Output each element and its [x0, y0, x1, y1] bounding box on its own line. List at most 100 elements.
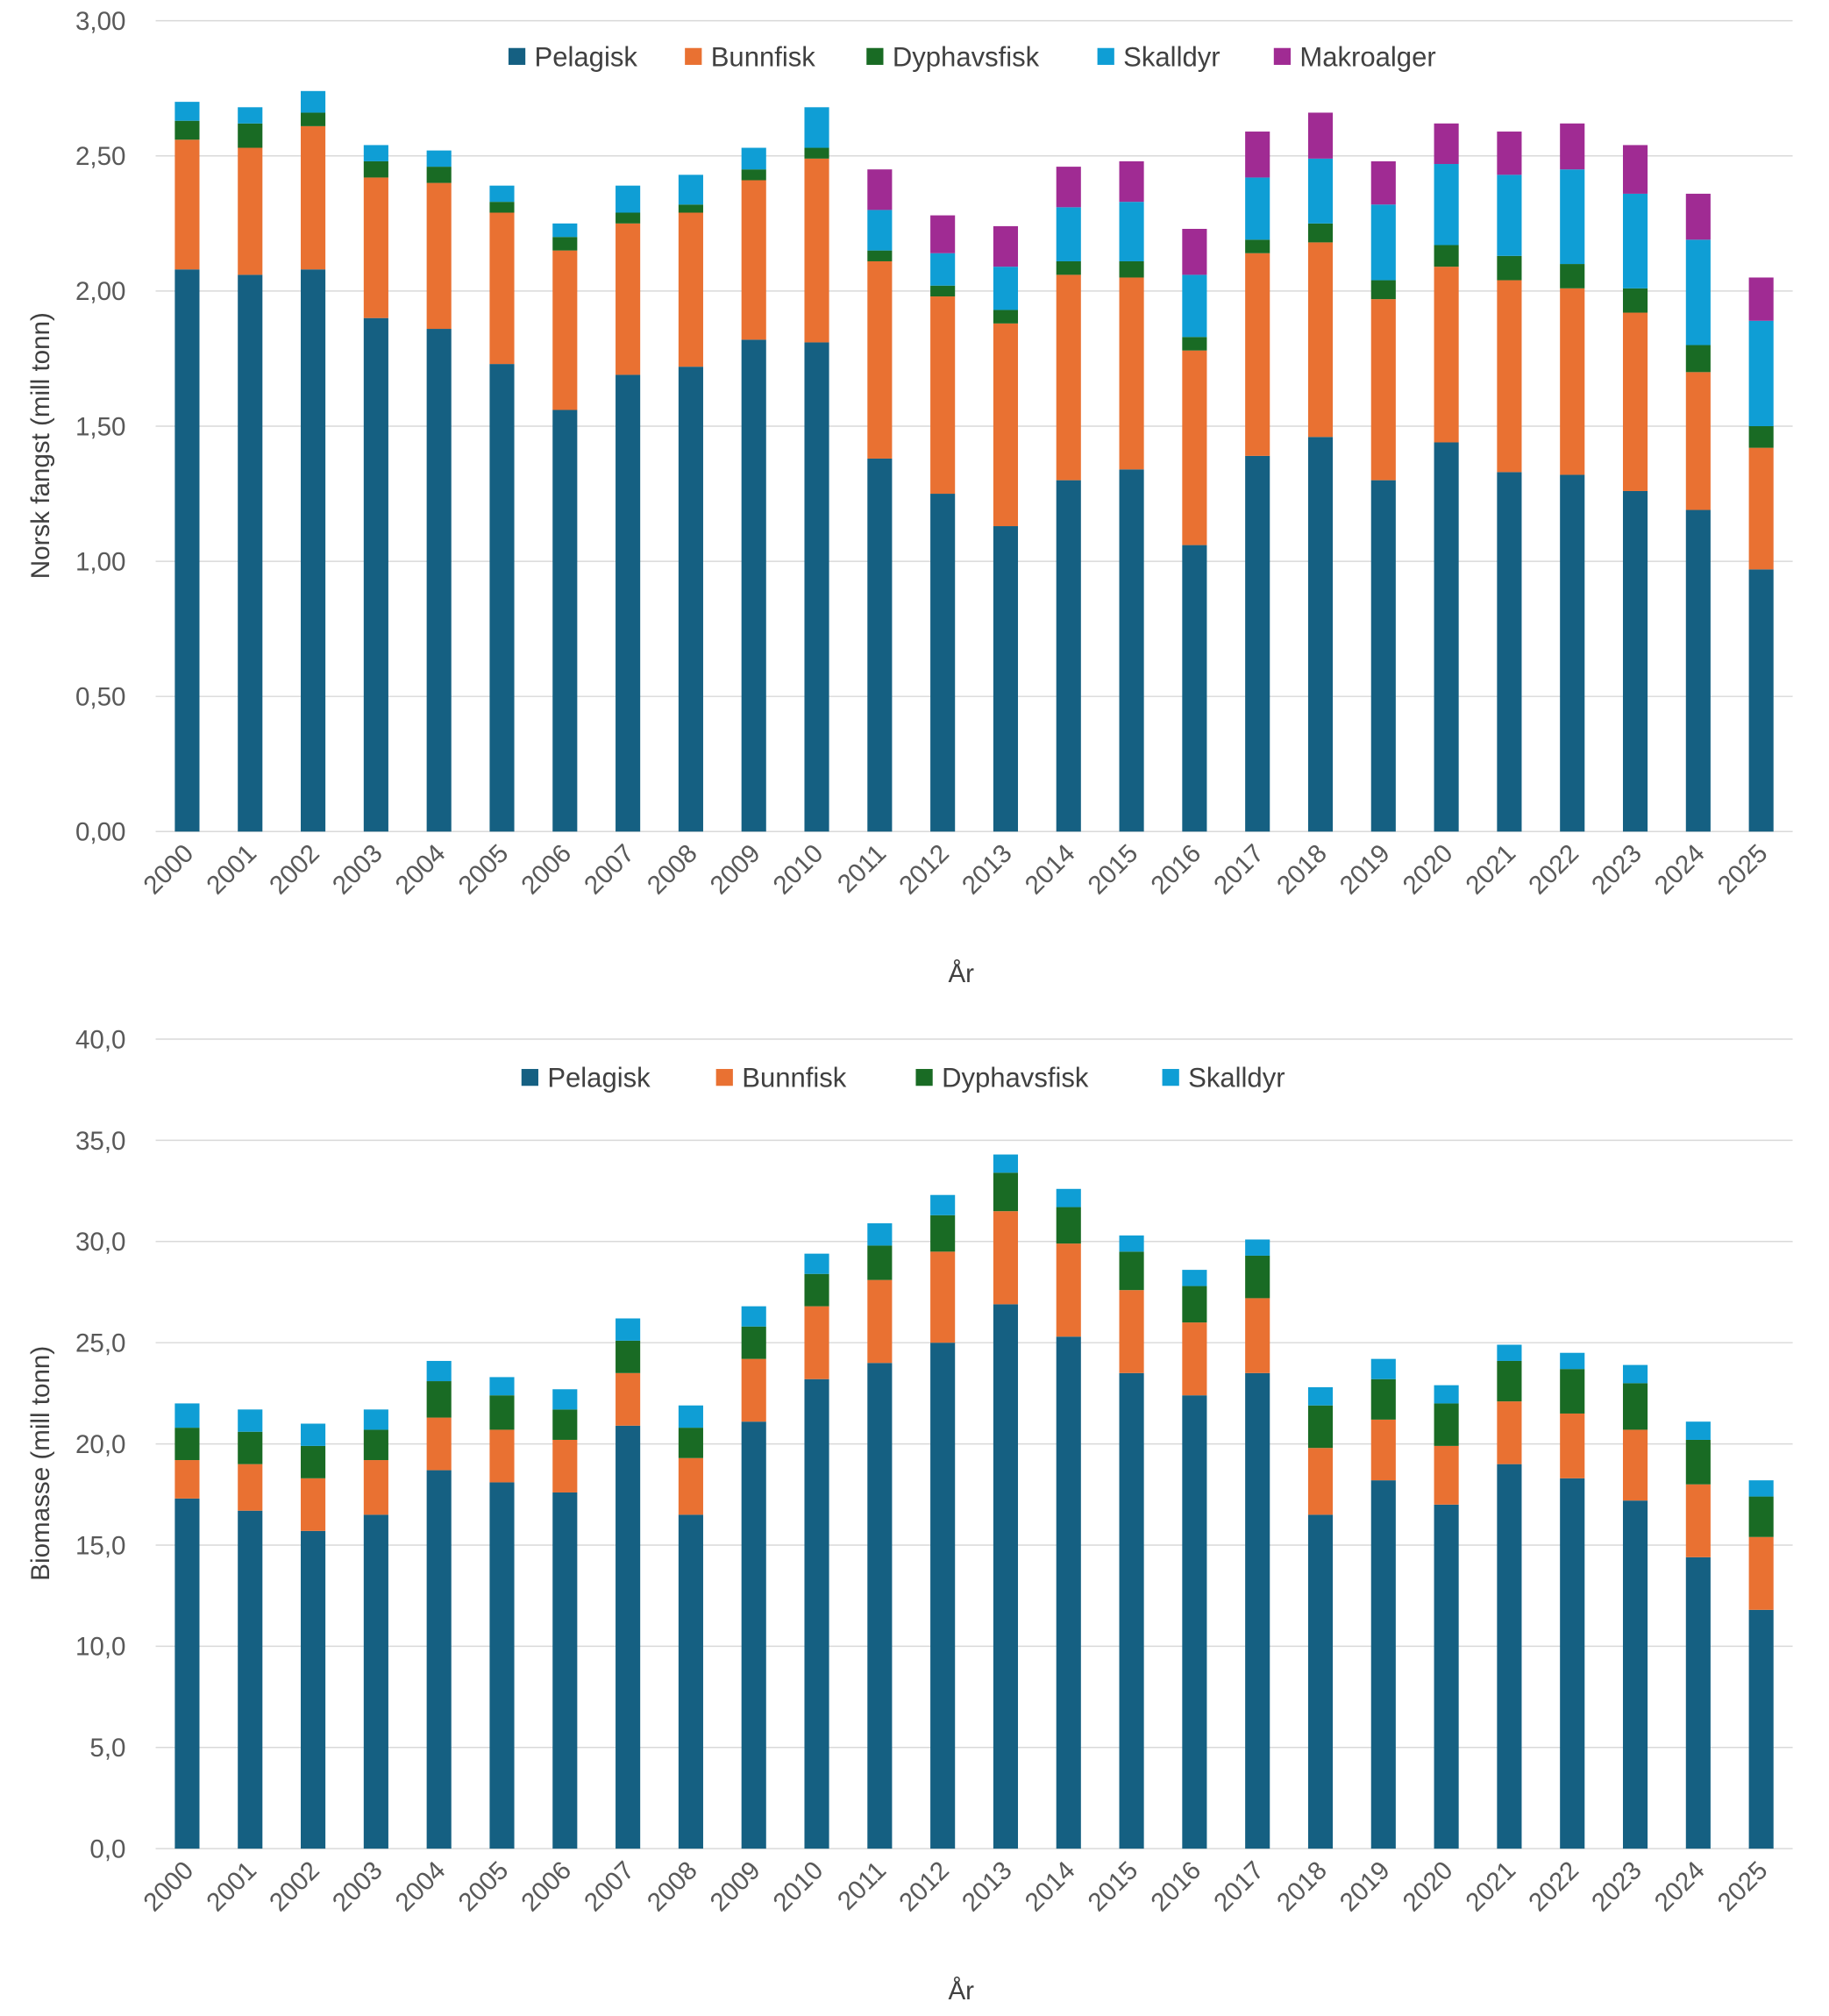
- bar-skalldyr-2015: [1119, 202, 1144, 261]
- bar-makroalger-2011: [867, 169, 893, 210]
- bar-pelagisk-2021: [1497, 472, 1522, 832]
- bar-makroalger-2012: [930, 215, 956, 253]
- bar-makroalger-2020: [1434, 123, 1459, 165]
- bar-dyphavsfisk-2014: [1056, 1207, 1081, 1244]
- x-tick-label: 2003: [327, 1856, 388, 1917]
- x-tick-label: 2020: [1398, 1856, 1459, 1917]
- bar-dyphavsfisk-2008: [678, 204, 703, 213]
- bar-skalldyr-2011: [867, 210, 893, 251]
- legend-label: Bunnfisk: [711, 41, 816, 72]
- x-tick-label: 2015: [1083, 839, 1144, 901]
- y-tick-label: 20,0: [75, 1430, 126, 1459]
- legend-label: Skalldyr: [1188, 1063, 1285, 1093]
- bar-dyphavsfisk-2016: [1182, 1286, 1207, 1323]
- bar-dyphavsfisk-2007: [616, 1340, 641, 1373]
- bar-pelagisk-2004: [426, 1470, 452, 1849]
- bar-bunnfisk-2003: [363, 177, 388, 318]
- bar-dyphavsfisk-2013: [993, 310, 1019, 324]
- bar-bunnfisk-2014: [1056, 1243, 1081, 1337]
- bar-pelagisk-2024: [1685, 1557, 1711, 1849]
- bar-bunnfisk-2022: [1560, 288, 1585, 475]
- bar-dyphavsfisk-2015: [1119, 1251, 1144, 1291]
- bar-pelagisk-2019: [1370, 480, 1396, 832]
- bar-bunnfisk-2010: [804, 1306, 829, 1379]
- x-tick-label: 2025: [1712, 1856, 1774, 1917]
- bar-bunnfisk-2020: [1434, 1445, 1459, 1505]
- bar-pelagisk-2011: [867, 458, 893, 832]
- bar-bunnfisk-2018: [1307, 242, 1334, 438]
- bar-bunnfisk-2005: [489, 212, 515, 365]
- x-tick-label: 2015: [1083, 1856, 1144, 1917]
- bar-pelagisk-2015: [1119, 469, 1144, 832]
- x-tick-label: 2021: [1460, 1856, 1521, 1917]
- x-tick-label: 2024: [1649, 1856, 1711, 1917]
- bar-bunnfisk-2016: [1182, 350, 1207, 545]
- bar-dyphavsfisk-2020: [1434, 1403, 1459, 1446]
- bar-pelagisk-2011: [867, 1363, 893, 1849]
- y-tick-label: 35,0: [75, 1127, 126, 1156]
- bar-skalldyr-2012: [930, 1194, 956, 1215]
- bar-skalldyr-2000: [174, 102, 200, 121]
- bar-skalldyr-2013: [993, 1154, 1019, 1173]
- x-tick-label: 2019: [1334, 1856, 1396, 1917]
- bar-bunnfisk-2004: [426, 1417, 452, 1471]
- bar-dyphavsfisk-2010: [804, 147, 829, 159]
- bar-skalldyr-2022: [1560, 169, 1585, 265]
- x-tick-label: 2014: [1020, 839, 1081, 901]
- bar-pelagisk-2004: [426, 329, 452, 832]
- bar-bunnfisk-2025: [1748, 447, 1774, 570]
- x-tick-label: 2000: [138, 1856, 199, 1917]
- legend-swatch-dyphavsfisk: [915, 1069, 933, 1086]
- legend-swatch-bunnfisk: [715, 1069, 733, 1086]
- bar-bunnfisk-2005: [489, 1429, 515, 1483]
- bar-bunnfisk-2000: [174, 139, 200, 270]
- y-tick-label: 2,00: [75, 277, 126, 306]
- bar-skalldyr-2012: [930, 253, 956, 286]
- x-tick-label: 2003: [327, 839, 388, 901]
- bar-bunnfisk-2011: [867, 260, 893, 459]
- bar-skalldyr-2018: [1307, 1386, 1334, 1406]
- bar-pelagisk-2009: [741, 1421, 766, 1849]
- bar-dyphavsfisk-2003: [363, 1429, 388, 1461]
- bar-skalldyr-2020: [1434, 164, 1459, 246]
- bar-pelagisk-2017: [1245, 455, 1270, 832]
- x-tick-label: 2005: [452, 839, 514, 901]
- legend-swatch-skalldyr: [1162, 1069, 1179, 1086]
- bar-skalldyr-2023: [1622, 1364, 1648, 1384]
- bar-bunnfisk-2012: [930, 296, 956, 495]
- bar-pelagisk-2002: [301, 1530, 326, 1849]
- bar-skalldyr-2016: [1182, 274, 1207, 338]
- y-tick-label: 0,0: [89, 1835, 125, 1864]
- x-tick-label: 2010: [767, 1856, 829, 1917]
- legend-swatch-makroalger: [1273, 47, 1292, 65]
- bar-bunnfisk-2018: [1307, 1448, 1334, 1515]
- bar-dyphavsfisk-2018: [1307, 223, 1334, 243]
- bar-makroalger-2013: [993, 225, 1019, 267]
- bar-bunnfisk-2001: [238, 147, 263, 275]
- bar-skalldyr-2024: [1685, 239, 1711, 345]
- bar-makroalger-2017: [1245, 132, 1270, 178]
- x-tick-label: 2016: [1145, 839, 1206, 901]
- bar-pelagisk-2010: [804, 342, 829, 832]
- bar-skalldyr-2013: [993, 267, 1019, 310]
- x-tick-label: 2016: [1145, 1856, 1206, 1917]
- x-axis-title: År: [948, 1977, 974, 2005]
- bar-dyphavsfisk-2014: [1056, 260, 1081, 275]
- bar-pelagisk-2000: [174, 269, 200, 832]
- bar-pelagisk-2013: [993, 526, 1019, 832]
- bar-pelagisk-2023: [1622, 490, 1648, 832]
- bar-bunnfisk-2017: [1245, 1298, 1270, 1373]
- bar-pelagisk-2008: [678, 1514, 703, 1849]
- bar-dyphavsfisk-2002: [301, 1445, 326, 1478]
- bar-dyphavsfisk-2025: [1748, 1496, 1774, 1537]
- x-tick-label: 2009: [705, 839, 766, 901]
- bar-skalldyr-2003: [363, 145, 388, 161]
- x-tick-label: 2001: [201, 839, 262, 901]
- bar-bunnfisk-2019: [1370, 299, 1396, 481]
- y-tick-label: 25,0: [75, 1329, 126, 1358]
- bar-dyphavsfisk-2006: [552, 237, 578, 251]
- bar-skalldyr-2000: [174, 1403, 200, 1428]
- x-tick-label: 2018: [1271, 1856, 1333, 1917]
- x-tick-label: 2008: [642, 1856, 703, 1917]
- bar-dyphavsfisk-2009: [741, 169, 766, 181]
